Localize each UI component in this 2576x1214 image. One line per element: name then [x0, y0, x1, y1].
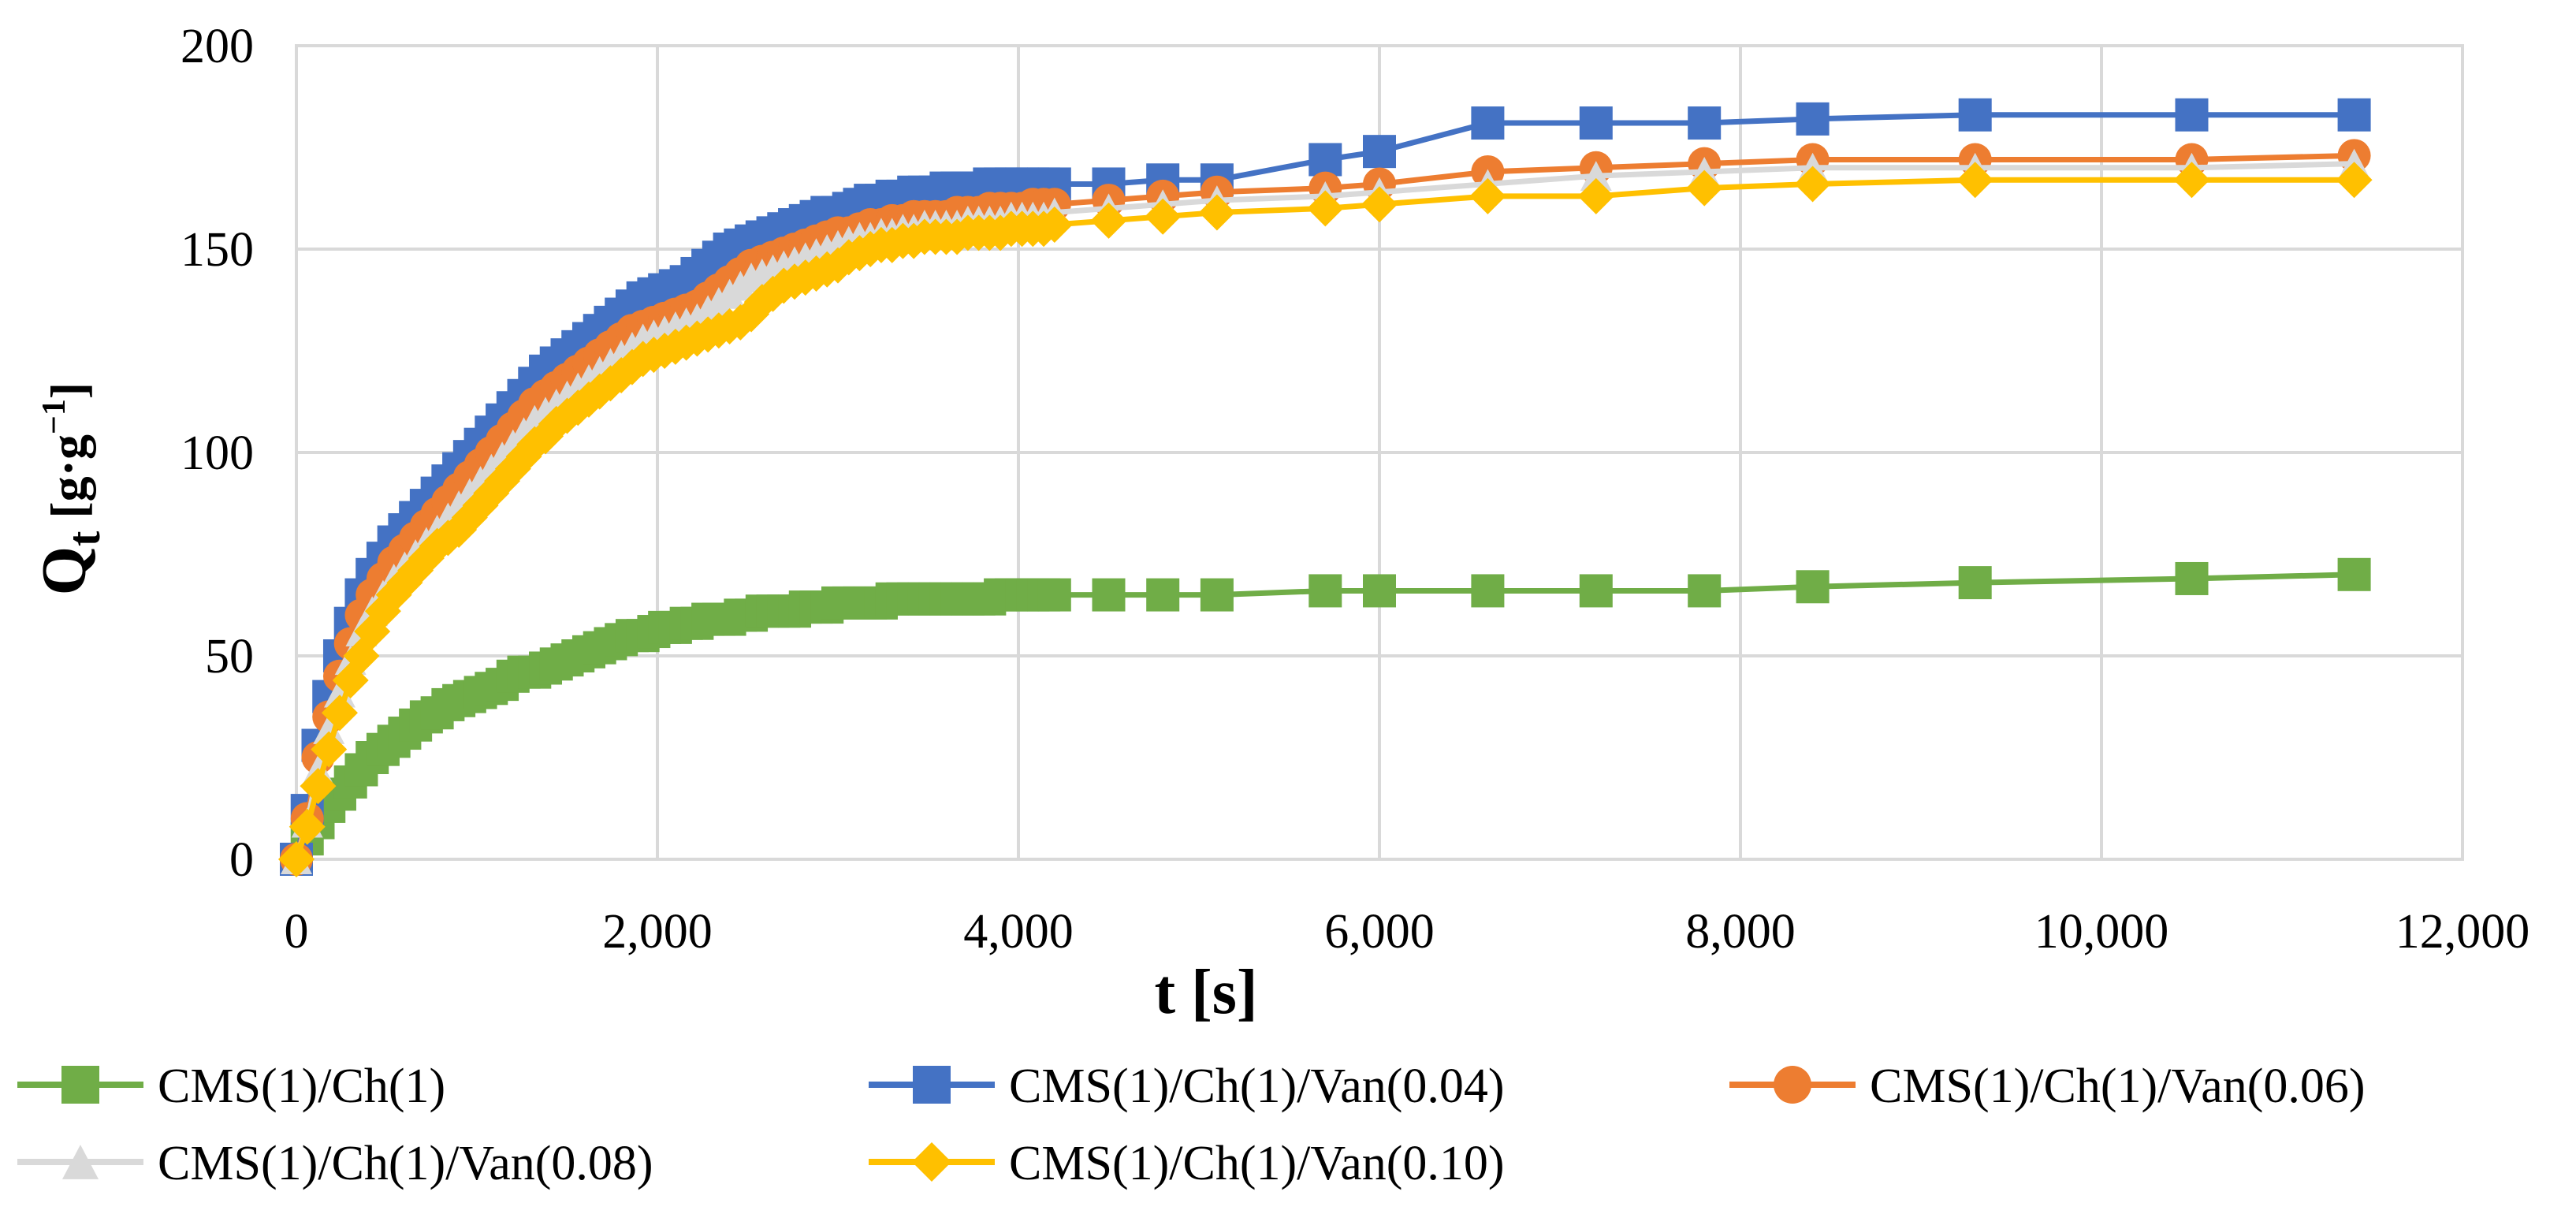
legend-item: CMS(1)/Ch(1)/Van(0.08): [17, 1137, 653, 1190]
series-line: [293, 161, 2355, 860]
data-point: [1092, 578, 1126, 612]
y-axis-title: Qt [g·g−1]: [30, 382, 110, 595]
legend-item: CMS(1)/Ch(1)/Van(0.06): [1729, 1059, 2366, 1113]
y-tick-label: 200: [181, 20, 254, 73]
data-point: [2336, 162, 2373, 199]
data-point: [2175, 98, 2209, 132]
data-point: [1958, 566, 1992, 600]
data-point: [278, 841, 315, 877]
data-point: [1956, 162, 1993, 199]
series-line: [293, 572, 2355, 861]
legend-item: CMS(1)/Ch(1)/Van(0.10): [869, 1137, 1505, 1190]
series-line: [293, 177, 2355, 861]
x-axis-title: t [s]: [1154, 958, 1257, 1027]
data-point: [1200, 578, 1234, 612]
data-point: [1471, 574, 1505, 608]
data-point: [300, 768, 337, 805]
x-tick-label: 8,000: [1685, 905, 1796, 959]
legend-label: CMS(1)/Ch(1)/Van(0.08): [158, 1137, 653, 1190]
data-point: [1471, 106, 1505, 140]
data-point: [321, 695, 358, 732]
x-tick-label: 6,000: [1324, 905, 1435, 959]
data-point: [1580, 161, 1612, 192]
series-4: [281, 148, 2370, 874]
plot-area-border: [295, 44, 2464, 861]
plot-border: [295, 44, 2464, 861]
legend-item: CMS(1)/Ch(1)/Van(0.04): [869, 1059, 1505, 1113]
data-point: [1036, 207, 1073, 244]
x-tick-label: 2,000: [602, 905, 713, 959]
data-point: [1688, 574, 1722, 608]
legend-label: CMS(1)/Ch(1)/Van(0.04): [1009, 1059, 1505, 1113]
data-point: [1579, 106, 1613, 140]
data-point: [1363, 574, 1396, 608]
data-point: [311, 731, 348, 768]
legend-marker: [912, 1142, 951, 1182]
legend-marker: [913, 1066, 951, 1104]
y-tick-label: 50: [205, 630, 254, 683]
series-5: [278, 162, 2373, 877]
data-point: [2337, 557, 2371, 591]
x-tick-labels: 0 2,000 4,000 6,000 8,000 10,000 12,000: [285, 905, 2530, 959]
legend: CMS(1)/Ch(1) CMS(1)/Ch(1)/Van(0.04) CMS(1)…: [17, 1059, 2366, 1190]
x-tick-label: 12,000: [2395, 905, 2530, 959]
series-1: [280, 557, 2371, 876]
data-point: [1361, 186, 1398, 223]
data-point: [1796, 570, 1830, 604]
data-point: [1037, 578, 1071, 612]
x-tick-label: 4,000: [963, 905, 1074, 959]
y-tick-label: 100: [181, 426, 254, 480]
y-axis-title-main: Q: [30, 546, 99, 595]
data-point: [323, 677, 356, 708]
y-axis-title-unit-sup: −1: [36, 399, 73, 434]
data-point: [1146, 578, 1180, 612]
y-tick-label: 0: [229, 833, 254, 887]
series-layer: [278, 98, 2373, 877]
series-line: [293, 152, 2355, 860]
y-axis-title-sub: t: [58, 531, 110, 546]
data-point: [1794, 166, 1831, 203]
legend-marker: [62, 1145, 99, 1179]
x-tick-label: 0: [285, 905, 309, 959]
legend-label: CMS(1)/Ch(1)/Van(0.10): [1009, 1137, 1505, 1190]
data-point: [1577, 177, 1614, 214]
legend-item: CMS(1)/Ch(1): [17, 1059, 445, 1113]
data-point: [1308, 574, 1342, 608]
data-point: [288, 808, 326, 845]
y-tick-label: 150: [181, 223, 254, 277]
data-point: [1469, 177, 1506, 214]
data-point: [2337, 98, 2371, 132]
legend-marker: [61, 1066, 99, 1104]
data-point: [1090, 202, 1127, 239]
y-axis-title-unit-close: ]: [40, 382, 96, 399]
y-tick-labels: 0 50 100 150 200: [181, 20, 254, 887]
data-point: [1307, 190, 1344, 227]
legend-label: CMS(1)/Ch(1): [158, 1059, 445, 1113]
legend-label: CMS(1)/Ch(1)/Van(0.06): [1870, 1059, 2366, 1113]
data-point: [1579, 574, 1613, 608]
data-point: [1958, 98, 1992, 132]
data-point: [1198, 194, 1235, 231]
data-point: [1686, 169, 1723, 207]
y-axis-title-unit: [g·g: [40, 434, 96, 531]
data-point: [1308, 143, 1342, 177]
legend-marker: [1774, 1066, 1811, 1104]
data-point: [1145, 198, 1182, 235]
data-point: [1688, 106, 1722, 140]
data-point: [1796, 102, 1830, 136]
data-point: [1363, 135, 1396, 169]
data-point: [2173, 162, 2210, 199]
x-tick-label: 10,000: [2034, 905, 2169, 959]
data-point: [2175, 561, 2209, 595]
data-point: [313, 713, 345, 744]
